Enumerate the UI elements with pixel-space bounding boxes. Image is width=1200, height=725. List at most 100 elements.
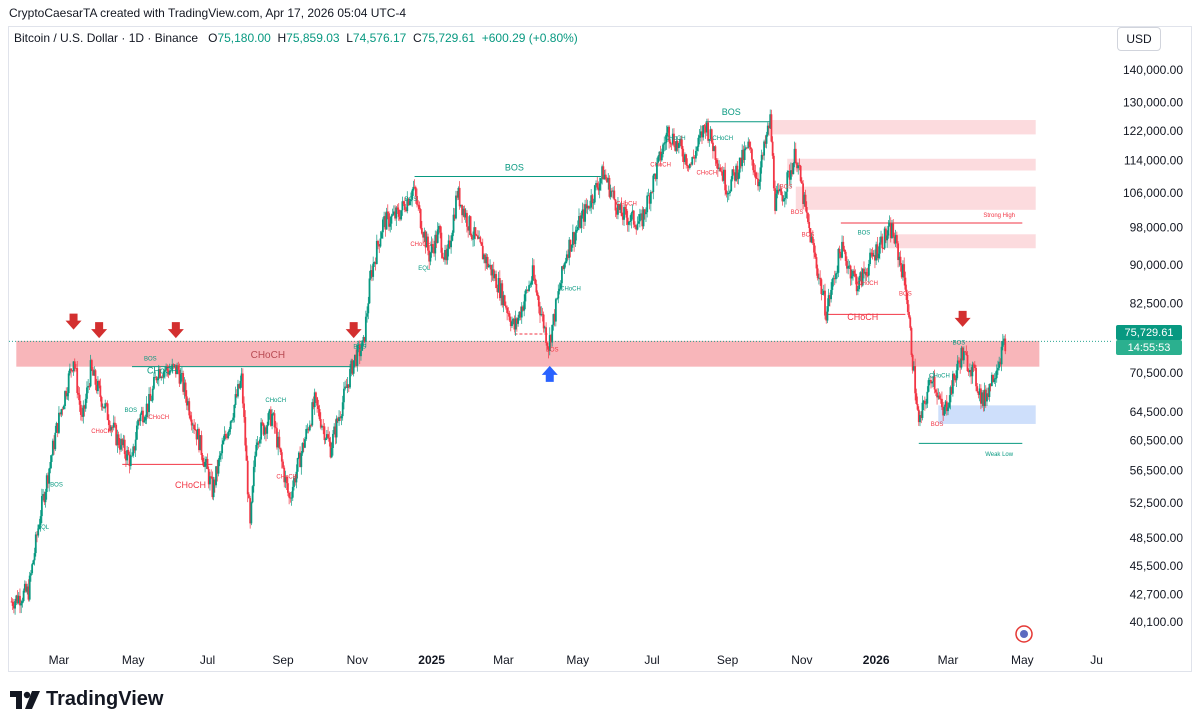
candle-body: [947, 407, 949, 412]
candle-body: [749, 147, 752, 150]
candle-body: [680, 138, 683, 146]
candle-body: [724, 169, 727, 191]
candle-body: [185, 396, 188, 406]
candle-body: [132, 446, 135, 456]
candle-body: [926, 391, 929, 404]
candle-body: [839, 253, 842, 258]
candle-body: [696, 146, 699, 151]
candle-body: [792, 163, 795, 175]
candle-body: [418, 205, 421, 210]
candle-body: [637, 221, 640, 224]
candle-body: [334, 426, 337, 438]
candle-body: [304, 439, 306, 448]
candle-body: [353, 354, 356, 361]
candle-body: [461, 204, 463, 216]
candle-body: [589, 207, 591, 209]
candle-body: [64, 391, 66, 406]
candle-body: [357, 345, 360, 346]
candle-body: [252, 466, 255, 487]
candle-body: [261, 422, 264, 424]
candle-body: [626, 217, 629, 225]
candle-body: [204, 461, 206, 467]
candle-body: [641, 213, 644, 227]
candle-body: [844, 251, 847, 261]
candle-body: [33, 553, 36, 561]
low-label: L: [346, 31, 353, 45]
candle-body: [148, 393, 150, 413]
tradingview-logo-icon: [10, 690, 40, 709]
candle-body: [56, 423, 59, 433]
candle-body: [520, 306, 523, 318]
watermark-icon: [1015, 625, 1033, 643]
candle-body: [483, 254, 485, 260]
candle-body: [923, 400, 926, 404]
candle-body: [319, 419, 322, 428]
candle-body: [144, 417, 147, 421]
candle-body: [984, 389, 987, 402]
candle-body: [272, 413, 275, 415]
sell-arrow-icon: [65, 313, 82, 330]
candle-body: [44, 492, 47, 503]
candle-body: [578, 215, 580, 228]
candle-body: [128, 454, 131, 467]
candle-body: [536, 292, 539, 297]
candle-body: [959, 362, 962, 368]
candle-body: [356, 345, 359, 366]
candle-body: [15, 595, 18, 602]
candle-body: [731, 169, 734, 180]
structure-label: EQL: [37, 525, 50, 531]
candle-body: [602, 166, 605, 180]
candle-body: [133, 446, 136, 451]
candle-body: [385, 211, 388, 230]
structure-label: BOS: [50, 483, 63, 489]
candle-body: [925, 403, 927, 405]
candle-body: [447, 240, 450, 249]
candle-body: [506, 307, 509, 313]
candle-body: [551, 324, 554, 343]
candle-body: [245, 445, 248, 461]
candle-body: [45, 475, 48, 493]
candle-body: [648, 195, 651, 204]
candle-body: [809, 228, 812, 243]
structure-label: CHoCH: [650, 163, 671, 169]
candle-body: [312, 402, 315, 408]
candle-body: [852, 270, 854, 277]
candle-body: [256, 442, 259, 445]
candle-body: [646, 195, 649, 213]
candle-body: [358, 345, 361, 357]
candle-body: [473, 227, 476, 239]
candle-body: [28, 575, 31, 600]
candle-body: [48, 468, 51, 484]
candle-body: [212, 479, 215, 498]
candle-body: [150, 400, 153, 402]
candle-body: [366, 313, 368, 317]
candle-body: [800, 181, 803, 184]
candle-body: [785, 191, 787, 199]
candle-body: [469, 216, 472, 236]
candle-body: [389, 223, 392, 227]
candle-body: [472, 238, 474, 240]
candle-body: [904, 277, 907, 290]
candle-body: [607, 177, 610, 183]
candle-body: [160, 376, 163, 379]
candle-body: [55, 423, 58, 433]
candle-body: [783, 198, 786, 200]
candle-body: [733, 172, 736, 181]
candle-body: [764, 141, 767, 144]
candle-body: [619, 204, 622, 210]
candle-body: [497, 278, 500, 293]
candle-body: [562, 266, 565, 269]
candle-body: [163, 370, 166, 372]
candle-body: [819, 277, 822, 280]
symbol-name[interactable]: Bitcoin / U.S. Dollar · 1D · Binance: [14, 31, 199, 45]
candle-body: [905, 289, 908, 300]
candle-body: [529, 284, 532, 286]
candle-body: [452, 214, 455, 233]
tradingview-logo[interactable]: TradingView: [10, 688, 163, 711]
candle-body: [950, 387, 953, 394]
close-value: 75,729.61: [421, 31, 476, 45]
candle-body: [882, 248, 885, 250]
currency-selector[interactable]: USD: [1117, 27, 1161, 51]
candle-body: [928, 380, 931, 381]
